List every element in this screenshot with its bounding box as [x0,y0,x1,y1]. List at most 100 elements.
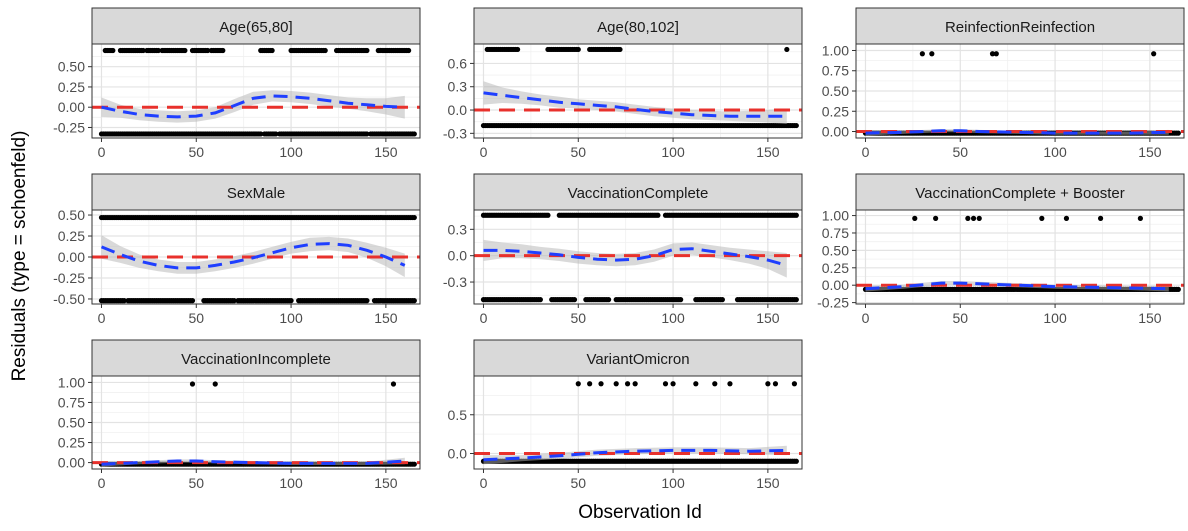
facet-strip [473,7,803,45]
x-tick-label: 100 [1043,144,1067,160]
y-tick-label: 0.6 [448,55,468,71]
y-tick-label: 0.00 [822,277,849,293]
y-tick-label: 0.50 [822,242,849,258]
x-tick-label: 100 [661,475,685,491]
residual-point [258,131,264,137]
smooth-fit-line [483,448,787,462]
residual-point [364,298,370,304]
panel-data [856,215,1184,292]
x-tick-label: 100 [661,144,685,160]
panel-background [474,44,802,138]
y-tick-label: -0.50 [53,291,85,307]
x-tick-label: 150 [756,310,780,326]
panel-data [474,212,802,303]
residual-point [140,47,146,54]
residual-point [364,47,370,54]
x-tick-label: 150 [374,310,398,326]
panel-border [91,43,421,139]
x-tick-label: 100 [279,144,303,160]
x-tick-label: 100 [661,310,685,326]
residual-point [712,381,718,387]
x-tick-label: 100 [1043,310,1067,326]
residual-point [1175,286,1181,292]
x-tick-label: 0 [98,310,106,326]
facet-panel-5: VaccinationComplete + Booster 0 50 100 150 -0… [817,173,1185,326]
facet-panel-3: SexMale 0 50 100 150 -0.50 -0.25 0.00 0.25 0.50 [53,173,421,326]
panel-background [92,44,420,138]
residual-point [411,214,417,221]
residual-point [545,212,551,218]
y-tick-label: 0.3 [448,221,468,237]
y-tick-label: 0.50 [58,59,85,75]
panel-data [474,381,802,465]
facet-panel-0: Age(65,80] 0 50 100 150 -0.25 0.00 0.25 0.50 [53,7,421,160]
y-tick-label: 0.25 [58,79,85,95]
residual-point [1063,215,1070,221]
smooth-confidence-band [483,239,787,278]
residual-point [693,381,699,387]
residual-point [670,381,676,387]
residual-point [598,381,604,387]
panel-axes: 0 50 100 150 -0.3 0.0 0.3 0.6 [443,55,780,160]
y-tick-label: 0.0 [448,248,468,264]
x-tick-label: 50 [188,475,204,491]
y-tick-label: 0.00 [58,99,85,115]
y-tick-label: 1.00 [58,374,85,390]
residual-point [929,51,935,57]
x-tick-label: 0 [862,310,870,326]
smooth-fit-line [865,129,1169,135]
residual-point [411,298,417,304]
facet-strip [473,339,803,377]
y-axis-title: Residuals (type = schoenfeld) [9,131,30,382]
x-tick-label: 50 [570,310,586,326]
residual-point [933,215,939,221]
residual-point [617,46,623,53]
y-tick-label: 1.00 [822,42,849,58]
facet-strip [855,173,1185,211]
facet-title: VaccinationIncomplete [181,351,331,368]
x-tick-label: 100 [279,310,303,326]
y-tick-label: 0.25 [58,228,85,244]
facet-title: Age(65,80] [219,19,292,36]
residual-point [719,297,725,303]
y-tick-label: 1.00 [822,208,849,224]
panel-border [855,209,1185,305]
residual-point [1097,215,1104,221]
facet-title: SexMale [227,185,285,202]
y-tick-label: 0.5 [448,407,468,423]
smooth-fit-line [101,459,405,466]
residual-point [1151,51,1157,57]
smooth-fit-line [101,94,405,119]
residual-point [793,212,799,218]
residual-point [919,51,925,57]
y-tick-label: 0.00 [58,249,85,265]
smooth-fit-line [483,247,788,267]
x-axis-title: Observation Id [578,502,702,523]
smooth-fit-line [100,242,406,270]
y-tick-label: 0.00 [58,455,85,471]
panel-axes: 0 50 100 150 -0.25 0.00 0.25 0.50 [53,59,398,160]
x-tick-label: 0 [480,144,488,160]
residual-point [1175,130,1181,136]
residual-point [965,215,971,221]
x-tick-label: 0 [480,310,488,326]
residual-point [772,381,779,387]
residual-point [288,298,294,304]
y-tick-label: -0.25 [53,119,85,135]
panel-data [92,47,420,137]
y-tick-label: 0.75 [58,394,85,410]
panel-grid [856,44,1184,138]
x-tick-label: 50 [188,144,204,160]
facet-title: VaccinationComplete + Booster [915,185,1124,202]
residual-point [765,381,771,387]
residual-point [390,381,397,387]
residual-point [212,381,218,387]
residual-point [791,381,798,387]
y-tick-label: 0.25 [58,435,85,451]
x-tick-label: 50 [570,144,586,160]
facet-panel-4: VaccinationComplete 0 50 100 150 -0.3 0.0 0.3 [443,173,803,326]
y-tick-label: 0.3 [448,79,468,95]
residual-point [606,297,612,303]
residual-point [273,131,279,137]
